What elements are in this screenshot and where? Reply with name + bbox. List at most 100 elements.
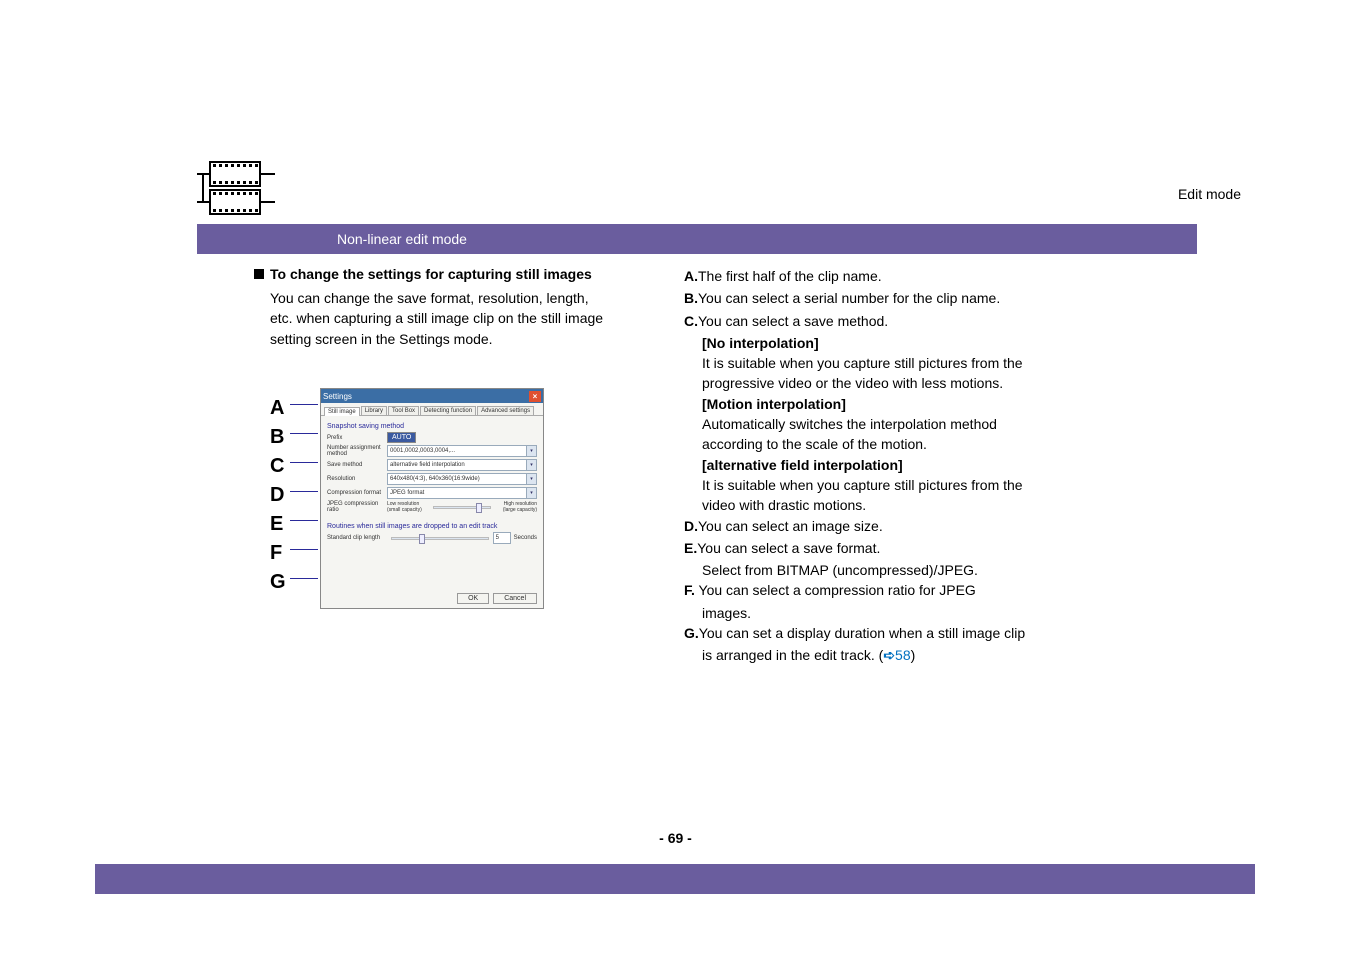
section-band: Non-linear edit mode (197, 224, 1197, 254)
callout-letter-text: B (270, 426, 284, 448)
row-resolution: Resolution 640x480(4:3), 640x360(16:9wid… (327, 473, 537, 485)
item-c-text: You can select a save method. (698, 313, 888, 329)
callout-line (290, 433, 318, 434)
resolution-select[interactable]: 640x480(4:3), 640x360(16:9wide) (387, 473, 527, 485)
callout-letter-text: G (270, 571, 286, 593)
settings-dialog-screenshot: Settings × Still image Library Tool Box … (320, 388, 544, 609)
item-c-b3: It is suitable when you capture still pi… (702, 475, 1204, 495)
number-method-select[interactable]: 0001,0002,0003,0004,... (387, 445, 527, 457)
chevron-down-icon[interactable]: ▾ (527, 473, 537, 485)
tab-still-image[interactable]: Still image (324, 407, 360, 416)
std-length-slider[interactable] (391, 537, 489, 540)
item-f: F. You can select a compression ratio fo… (684, 580, 1204, 600)
close-icon[interactable]: × (529, 391, 541, 402)
item-a: A.The first half of the clip name. (684, 266, 1204, 286)
slider-thumb[interactable] (476, 503, 482, 513)
right-column: A.The first half of the clip name. B.You… (684, 266, 1204, 666)
item-c-b3: video with drastic motions. (702, 495, 1204, 515)
resolution-label: Resolution (327, 476, 387, 482)
item-g-post: ) (911, 647, 916, 663)
prefix-value[interactable]: AUTO (387, 432, 416, 443)
row-std-length: Standard clip length 5 Seconds (327, 532, 537, 544)
footer-band (95, 864, 1255, 894)
jpeg-high-label: High resolution (large capacity) (495, 501, 537, 513)
item-c-b2: Automatically switches the interpolation… (702, 414, 1204, 434)
item-d-text: You can select an image size. (698, 518, 883, 534)
callout-letters: A B C D E F G (270, 394, 286, 597)
callout-letter-text: F (270, 542, 282, 564)
chevron-down-icon[interactable]: ▾ (527, 487, 537, 499)
dialog-buttons: OK Cancel (457, 593, 537, 604)
item-c: C.You can select a save method. (684, 311, 1204, 331)
left-column: To change the settings for capturing sti… (254, 266, 654, 349)
callout-letter: G (270, 568, 286, 597)
chevron-down-icon[interactable]: ▾ (527, 459, 537, 471)
dialog-title: Settings (323, 392, 352, 401)
item-c-b2: according to the scale of the motion. (702, 434, 1204, 454)
callout-line (290, 520, 318, 521)
tab-detecting[interactable]: Detecting function (420, 406, 476, 415)
tab-advanced[interactable]: Advanced settings (477, 406, 534, 415)
bullet-icon (254, 269, 264, 279)
callout-letter: B (270, 423, 286, 452)
item-e: E.You can select a save format. (684, 538, 1204, 558)
left-heading: To change the settings for capturing sti… (254, 266, 654, 282)
callout-letter: C (270, 452, 286, 481)
compression-select[interactable]: JPEG format (387, 487, 527, 499)
callout-line (290, 578, 318, 579)
item-c-h1: [No interpolation] (702, 333, 1204, 353)
row-number-method: Number assignment method 0001,0002,0003,… (327, 445, 537, 457)
item-c-b1: It is suitable when you capture still pi… (702, 353, 1204, 373)
dialog-body: Snapshot saving method Prefix AUTO Numbe… (321, 416, 543, 550)
item-f-text2: images. (702, 603, 1204, 623)
callout-letter-text: E (270, 513, 283, 535)
save-method-label: Save method (327, 462, 387, 468)
std-length-label: Standard clip length (327, 535, 387, 541)
item-d: D.You can select an image size. (684, 516, 1204, 536)
callout-letter-text: A (270, 397, 284, 419)
callout-letter: D (270, 481, 286, 510)
left-body: You can change the save format, resoluti… (270, 288, 654, 349)
ok-button[interactable]: OK (457, 593, 489, 604)
slider-thumb[interactable] (419, 534, 425, 544)
std-length-value[interactable]: 5 (493, 532, 511, 544)
row-save-method: Save method alternative field interpolat… (327, 459, 537, 471)
jpeg-low-label: Low resolution (small capacity) (387, 501, 429, 513)
callout-letter-text: C (270, 455, 284, 477)
page-link[interactable]: 58 (895, 647, 911, 663)
callout-line (290, 549, 318, 550)
item-b: B.You can select a serial number for the… (684, 288, 1204, 308)
cancel-button[interactable]: Cancel (493, 593, 537, 604)
callout-letter: A (270, 394, 286, 423)
item-g-text2: is arranged in the edit track. (➪58) (702, 645, 1204, 665)
arrow-icon: ➪ (883, 647, 895, 663)
item-g: G.You can set a display duration when a … (684, 623, 1204, 643)
item-g-pre: is arranged in the edit track. ( (702, 647, 883, 663)
jpeg-ratio-label: JPEG compression ratio (327, 501, 387, 513)
item-b-text: You can select a serial number for the c… (698, 290, 1000, 306)
dialog-titlebar: Settings × (321, 389, 543, 403)
film-reel-icon (197, 160, 277, 223)
callout-line (290, 404, 318, 405)
item-a-text: The first half of the clip name. (698, 268, 882, 284)
callout-letter-text: D (270, 484, 284, 506)
page-number: - 69 - (0, 830, 1351, 846)
dialog-tabs: Still image Library Tool Box Detecting f… (321, 403, 543, 416)
tab-toolbox[interactable]: Tool Box (388, 406, 419, 415)
save-method-select[interactable]: alternative field interpolation (387, 459, 527, 471)
item-c-b1: progressive video or the video with less… (702, 373, 1204, 393)
section-band-label: Non-linear edit mode (337, 231, 467, 247)
jpeg-slider[interactable] (433, 506, 491, 509)
item-c-h2: [Motion interpolation] (702, 394, 1204, 414)
std-length-unit: Seconds (514, 535, 537, 541)
chevron-down-icon[interactable]: ▾ (527, 445, 537, 457)
tab-library[interactable]: Library (361, 406, 387, 415)
item-g-text: You can set a display duration when a st… (699, 625, 1025, 641)
row-prefix: Prefix AUTO (327, 432, 537, 443)
callout-line (290, 462, 318, 463)
item-c-h3: [alternative field interpolation] (702, 455, 1204, 475)
prefix-label: Prefix (327, 435, 387, 441)
section-label: Routines when still images are dropped t… (327, 523, 537, 530)
left-body-line: setting screen in the Settings mode. (270, 331, 493, 347)
number-method-label: Number assignment method (327, 445, 387, 457)
